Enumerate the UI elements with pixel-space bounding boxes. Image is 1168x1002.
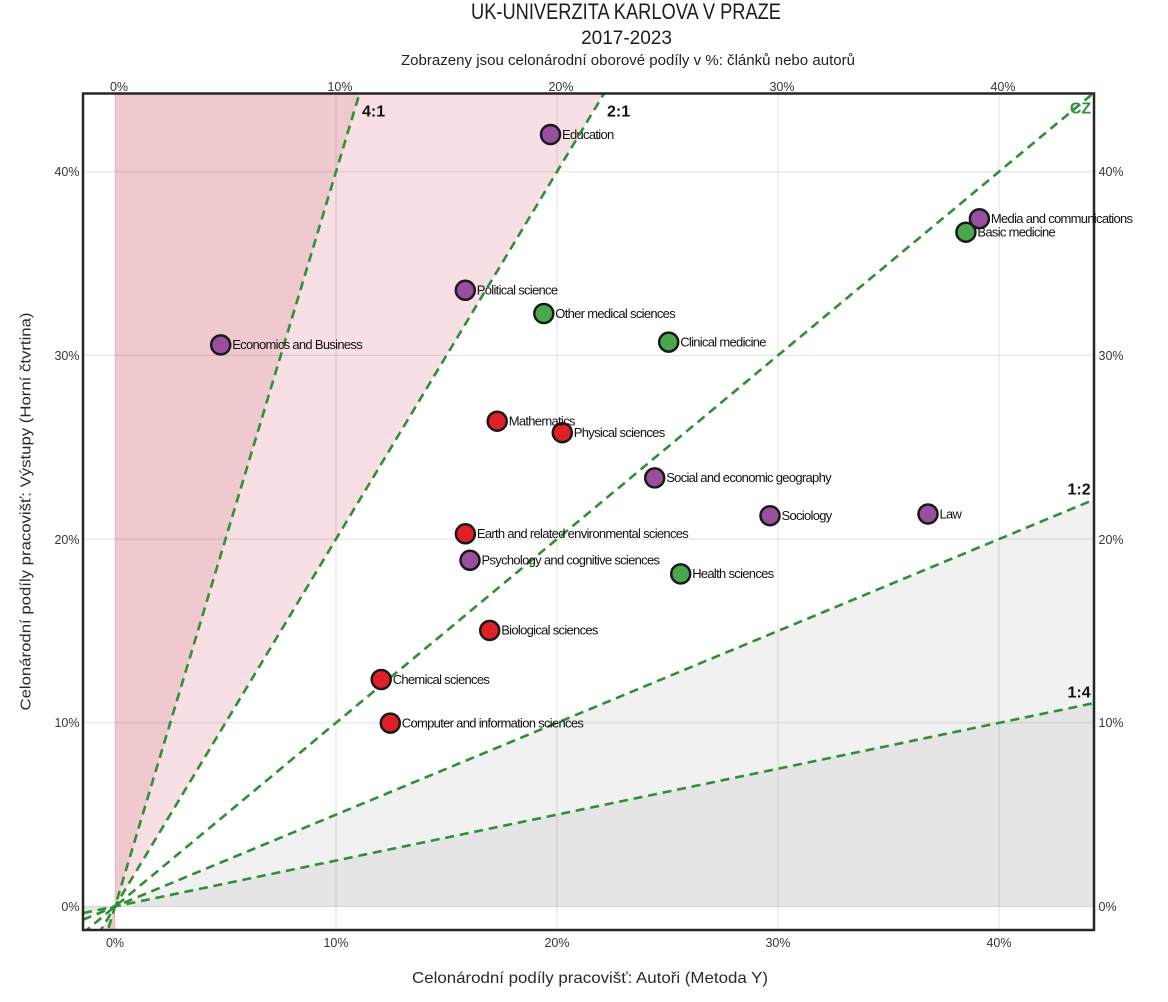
svg-text:Earth and related environmenta: Earth and related environmental sciences — [477, 526, 689, 541]
svg-text:40%: 40% — [54, 165, 79, 179]
svg-text:20%: 20% — [548, 80, 573, 94]
svg-text:Sociology: Sociology — [782, 508, 833, 523]
svg-text:0%: 0% — [1099, 900, 1117, 914]
svg-text:4:1: 4:1 — [362, 104, 385, 121]
svg-text:Clinical medicine: Clinical medicine — [680, 334, 766, 349]
svg-text:40%: 40% — [1099, 165, 1124, 179]
svg-text:0%: 0% — [106, 936, 124, 950]
svg-text:Computer and information scien: Computer and information sciences — [402, 715, 585, 730]
svg-text:2:1: 2:1 — [607, 104, 630, 121]
svg-text:Law: Law — [940, 506, 963, 521]
svg-text:0%: 0% — [110, 80, 128, 94]
svg-text:Physical sciences: Physical sciences — [574, 425, 666, 440]
svg-text:10%: 10% — [1099, 716, 1124, 730]
svg-text:Health sciences: Health sciences — [692, 566, 774, 581]
svg-text:20%: 20% — [54, 533, 79, 547]
svg-text:UK-UNIVERZITA KARLOVA V PRAZE: UK-UNIVERZITA KARLOVA V PRAZE — [471, 0, 781, 24]
svg-text:Media and communications: Media and communications — [991, 211, 1134, 226]
svg-text:40%: 40% — [986, 936, 1011, 950]
svg-text:Psychology and cognitive scien: Psychology and cognitive sciences — [482, 553, 661, 568]
svg-text:30%: 30% — [1099, 349, 1124, 363]
svg-text:10%: 10% — [54, 716, 79, 730]
svg-text:0%: 0% — [61, 900, 79, 914]
svg-text:Celonárodní podíly pracovišť:: Celonárodní podíly pracovišť: Výstupy (H… — [19, 313, 35, 711]
svg-text:10%: 10% — [327, 80, 352, 94]
svg-text:CZ: CZ — [1070, 101, 1092, 118]
svg-text:Basic medicine: Basic medicine — [977, 225, 1055, 240]
svg-text:Social and economic geography: Social and economic geography — [666, 470, 832, 485]
svg-text:40%: 40% — [990, 80, 1015, 94]
svg-text:Celonárodní podíly pracovišť:: Celonárodní podíly pracovišť: Autoři (Me… — [412, 970, 768, 987]
svg-text:1:4: 1:4 — [1068, 685, 1091, 702]
svg-text:Education: Education — [562, 127, 614, 142]
svg-text:Other medical sciences: Other medical sciences — [555, 306, 676, 321]
svg-text:20%: 20% — [1099, 533, 1124, 547]
svg-text:Zobrazeny jsou celonárodní obo: Zobrazeny jsou celonárodní oborové podíl… — [401, 52, 855, 69]
svg-text:Chemical sciences: Chemical sciences — [393, 672, 491, 687]
svg-text:Mathematics: Mathematics — [509, 414, 576, 429]
svg-text:30%: 30% — [54, 349, 79, 363]
svg-text:20%: 20% — [544, 936, 569, 950]
svg-text:30%: 30% — [765, 936, 790, 950]
svg-text:10%: 10% — [323, 936, 348, 950]
svg-text:Political science: Political science — [477, 283, 558, 298]
svg-text:1:2: 1:2 — [1068, 482, 1091, 499]
svg-text:2017-2023: 2017-2023 — [581, 28, 672, 49]
svg-text:Economics and Business: Economics and Business — [232, 337, 363, 352]
svg-text:Biological sciences: Biological sciences — [501, 623, 599, 638]
svg-text:30%: 30% — [769, 80, 794, 94]
